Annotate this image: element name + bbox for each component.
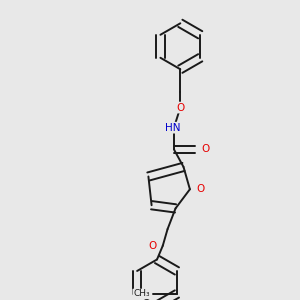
Text: O: O	[176, 103, 184, 112]
Text: HN: HN	[165, 123, 180, 133]
Text: O: O	[148, 241, 156, 251]
Text: CH₃: CH₃	[133, 290, 150, 298]
Text: O: O	[202, 144, 210, 154]
Text: O: O	[196, 184, 205, 194]
